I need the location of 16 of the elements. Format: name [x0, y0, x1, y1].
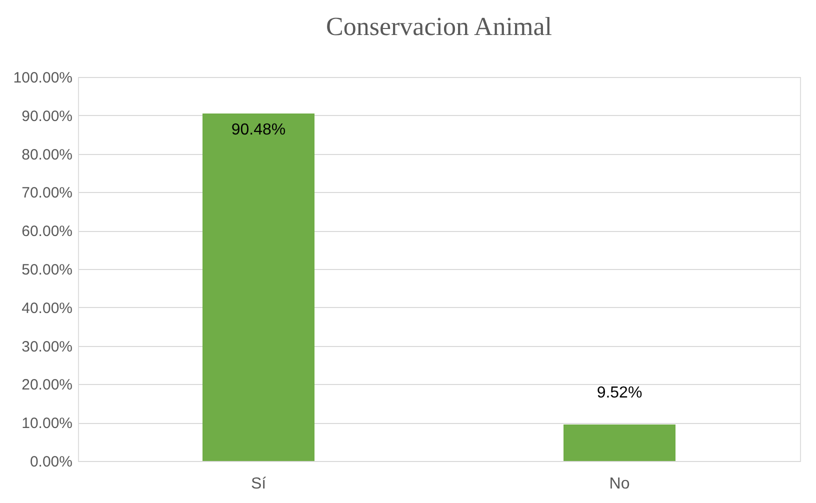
y-tick-label: 20.00%	[22, 376, 72, 394]
chart-title: Conservacion Animal	[326, 12, 552, 41]
y-tick-label: 50.00%	[22, 262, 72, 278]
data-label: 9.52%	[596, 384, 642, 402]
y-tick-label: 0.00%	[30, 454, 72, 470]
x-tick-label: Sí	[250, 476, 267, 492]
x-tick-label: No	[609, 476, 630, 492]
y-tick-label: 40.00%	[22, 300, 72, 317]
y-tick-label: 70.00%	[22, 184, 72, 202]
y-tick-label: 30.00%	[22, 338, 72, 356]
y-tick-label: 90.00%	[22, 108, 72, 125]
y-tick-label: 10.00%	[22, 415, 72, 432]
data-label: 90.48%	[231, 122, 286, 139]
y-tick-label: 80.00%	[22, 146, 72, 164]
y-tick-label: 60.00%	[22, 223, 72, 240]
y-tick-label: 100.00%	[13, 70, 72, 86]
